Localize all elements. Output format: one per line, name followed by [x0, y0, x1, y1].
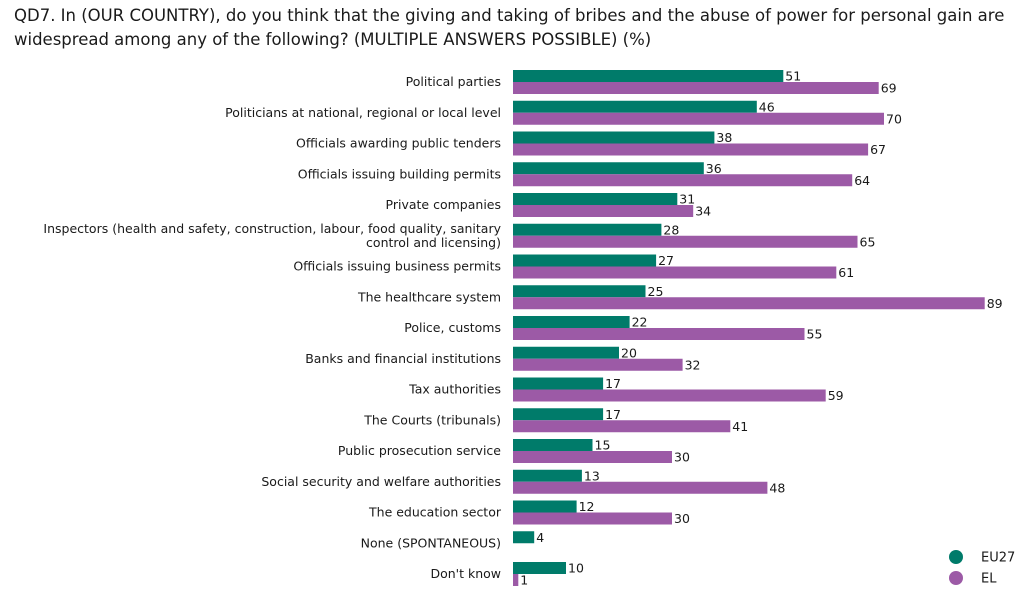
bar-el	[513, 143, 869, 156]
value-label-el: 48	[769, 480, 785, 495]
category-label: Officials issuing business permits	[293, 259, 501, 274]
bar-eu27	[513, 70, 784, 82]
value-label-eu27: 17	[605, 407, 621, 422]
bar-el	[513, 235, 858, 248]
legend-label-eu27: EU27	[981, 551, 1015, 566]
value-label-eu27: 46	[759, 99, 775, 114]
value-label-eu27: 51	[785, 69, 801, 84]
value-label-eu27: 15	[595, 438, 611, 453]
value-label-eu27: 28	[663, 222, 679, 237]
bar-el	[513, 420, 731, 433]
value-label-eu27: 17	[605, 376, 621, 391]
value-label-eu27: 31	[679, 192, 695, 207]
category-label: The Courts (tribunals)	[363, 412, 501, 427]
bar-eu27	[513, 316, 630, 328]
category-label: Banks and financial institutions	[305, 351, 501, 366]
bar-el	[513, 297, 985, 310]
value-label-eu27: 36	[706, 161, 722, 176]
bar-eu27	[513, 377, 604, 390]
bar-eu27	[513, 562, 566, 574]
bars	[513, 70, 985, 586]
bar-el	[513, 451, 672, 463]
bar-el	[513, 266, 837, 279]
bar-eu27	[513, 531, 535, 544]
value-label-el: 65	[860, 234, 876, 249]
bar-el	[513, 112, 884, 125]
value-label-el: 59	[828, 388, 844, 403]
legend-marker-eu27	[949, 550, 963, 564]
category-label: Social security and welfare authorities	[261, 474, 501, 489]
value-label-el: 69	[881, 81, 897, 96]
value-label-el: 70	[886, 111, 902, 126]
value-label-eu27: 22	[632, 315, 648, 330]
category-label: Public prosecution service	[338, 443, 501, 458]
category-label: Political parties	[406, 74, 501, 89]
bar-el	[513, 82, 879, 94]
value-label-el: 41	[732, 419, 748, 434]
category-label: Inspectors (health and safety, construct…	[43, 221, 501, 250]
legend: EU27 EL	[949, 550, 1015, 587]
bar-eu27	[513, 469, 582, 482]
value-label-el: 64	[854, 173, 870, 188]
bar-eu27	[513, 223, 662, 236]
bar-eu27	[513, 100, 757, 113]
category-label: Officials awarding public tenders	[296, 136, 501, 151]
bar-el	[513, 358, 683, 371]
value-label-eu27: 12	[579, 499, 595, 514]
bar-el	[513, 205, 694, 217]
category-label: Officials issuing building permits	[298, 166, 501, 181]
value-label-eu27: 38	[716, 130, 732, 145]
value-label-el: 55	[807, 327, 823, 342]
bar-eu27	[513, 285, 646, 298]
value-label-el: 67	[870, 142, 886, 157]
value-label-el: 61	[838, 265, 854, 280]
value-label-el: 30	[674, 511, 690, 526]
value-label-eu27: 20	[621, 345, 637, 360]
category-label: The education sector	[368, 505, 502, 520]
value-label-eu27: 10	[568, 561, 584, 576]
category-labels: Political parties Politicians at national…	[43, 74, 501, 581]
bar-eu27	[513, 439, 593, 451]
bar-eu27	[513, 408, 604, 421]
bar-el	[513, 389, 826, 402]
category-label: Don't know	[430, 566, 501, 581]
value-label-eu27: 4	[536, 530, 544, 545]
bar-el	[513, 174, 853, 187]
bar-eu27	[513, 500, 577, 513]
category-label: Police, customs	[404, 320, 501, 335]
value-label-el: 1	[520, 573, 528, 588]
bar-eu27	[513, 162, 704, 175]
bar-el	[513, 574, 519, 586]
bar-el	[513, 481, 768, 494]
category-label: The healthcare system	[357, 289, 501, 304]
bar-el	[513, 512, 672, 525]
category-label: None (SPONTANEOUS)	[361, 535, 501, 550]
bar-eu27	[513, 254, 657, 267]
bar-eu27	[513, 131, 715, 144]
value-label-eu27: 13	[584, 468, 600, 483]
legend-label-el: EL	[981, 572, 997, 587]
bar-el	[513, 328, 805, 340]
value-label-eu27: 25	[648, 284, 664, 299]
value-label-el: 30	[674, 450, 690, 465]
value-label-el: 89	[987, 296, 1003, 311]
value-label-eu27: 27	[658, 253, 674, 268]
category-label: Tax authorities	[408, 382, 501, 397]
category-label: Politicians at national, regional or loc…	[225, 105, 501, 120]
legend-marker-el	[949, 571, 963, 585]
chart-title: QD7. In (OUR COUNTRY), do you think that…	[14, 6, 1005, 49]
bar-eu27	[513, 346, 619, 359]
category-label: Private companies	[386, 197, 501, 212]
value-label-el: 34	[695, 204, 711, 219]
bar-eu27	[513, 193, 678, 205]
value-label-el: 32	[685, 357, 701, 372]
